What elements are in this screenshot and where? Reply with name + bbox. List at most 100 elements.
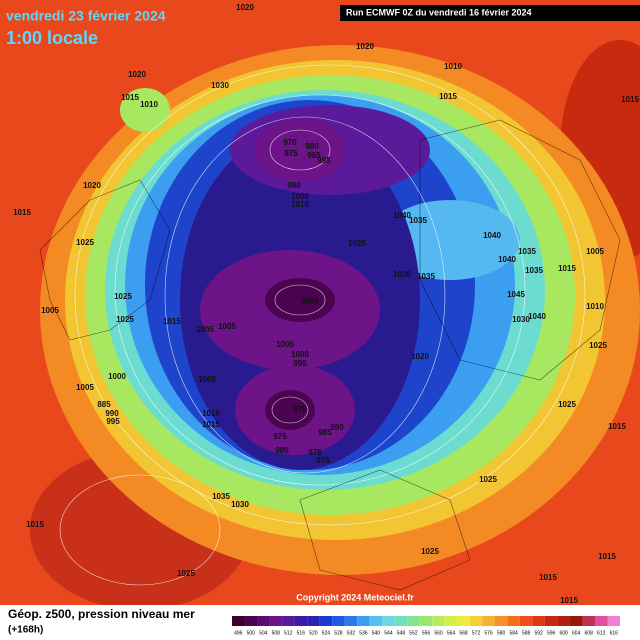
isobar-label: 1005 (76, 383, 94, 392)
isobar-label: 1010 (202, 409, 220, 418)
scale-swatch (357, 616, 370, 626)
scale-swatch (344, 616, 358, 626)
isobar-label: 1015 (560, 596, 578, 605)
isobar-label: 975 (273, 432, 287, 441)
scale-swatch (369, 616, 383, 626)
isobar-label: 1015 (439, 92, 457, 101)
scale-label: 592 (534, 630, 543, 636)
scale-label: 616 (610, 630, 619, 636)
run-box (340, 5, 640, 21)
isobar-label: 1030 (231, 500, 249, 509)
isobar-label: 1040 (393, 211, 411, 220)
scale-swatch (419, 616, 433, 626)
isobar-label: 1040 (528, 312, 546, 321)
isobar-label: 1030 (211, 81, 229, 90)
isobar-label: 1025 (116, 315, 134, 324)
isobar-label: 1010 (291, 200, 309, 209)
isobar-label: 1020 (356, 42, 374, 51)
isobar-label: 1015 (121, 93, 139, 102)
scale-swatch (482, 616, 495, 626)
isobar-label: 1040 (483, 231, 501, 240)
scale-swatch (394, 616, 408, 626)
coastlines (39, 119, 621, 591)
isobar-label: 990 (330, 423, 344, 432)
isobar-label: 1015 (621, 95, 639, 104)
scale-label: 572 (472, 630, 481, 636)
isobar-label: 975 (316, 456, 330, 465)
scale-swatch (494, 616, 508, 626)
scale-swatch (457, 616, 470, 626)
scale-label: 596 (547, 630, 556, 636)
scale-label: 544 (384, 630, 393, 636)
isobar-label: 1035 (518, 247, 536, 256)
isobar-label: 1015 (163, 317, 181, 326)
scale-swatch (294, 616, 308, 626)
scale-swatch (307, 616, 320, 626)
scale-swatch (569, 616, 583, 626)
isobar-label: 985 (307, 151, 321, 160)
scale-swatch (382, 616, 395, 626)
scale-label: 604 (572, 630, 581, 636)
isobar-label: 1025 (348, 239, 366, 248)
isobar-label: 970 (293, 405, 307, 414)
isobar-label: 1025 (589, 341, 607, 350)
scale-label: 608 (585, 630, 594, 636)
isobar-label: 1005 (196, 325, 214, 334)
isobar-label: 1005 (198, 375, 216, 384)
isobar-label: 970 (283, 138, 297, 147)
isobar-label: 1025 (421, 547, 439, 556)
scale-label: 612 (597, 630, 606, 636)
scale-swatch (557, 616, 570, 626)
isobar-label: 995 (317, 156, 331, 165)
isobar-label: 1025 (479, 475, 497, 484)
isobar-label: 1015 (202, 420, 220, 429)
contours (59, 64, 586, 586)
scale-label: 548 (397, 630, 406, 636)
isobar-label: 1015 (13, 208, 31, 217)
scale-label: 576 (484, 630, 493, 636)
scale-label: 600 (560, 630, 569, 636)
footer-title: Géop. z500, pression niveau mer (8, 607, 195, 621)
scale-label: 556 (422, 630, 431, 636)
isobar-label: 1025 (177, 569, 195, 578)
isobar-label: 1010 (140, 100, 158, 109)
lead-time: (+168h) (8, 625, 43, 636)
scale-swatch (607, 616, 620, 626)
isobar-label: 1015 (598, 552, 616, 561)
scale-swatch (269, 616, 283, 626)
isobar-label: 1015 (26, 520, 44, 529)
scale-swatch (582, 616, 595, 626)
scale-swatch (432, 616, 445, 626)
scale-swatch (519, 616, 533, 626)
copyright: Copyright 2024 Meteociel.fr (296, 592, 414, 602)
scale-label: 516 (297, 630, 306, 636)
isobar-label: 975 (308, 448, 322, 457)
isobar-label: 1020 (411, 352, 429, 361)
scale-swatch (232, 616, 245, 626)
isobar-label: 1030 (393, 270, 411, 279)
scale-swatch (544, 616, 558, 626)
isobar-label: 995 (293, 359, 307, 368)
isobar-label: 9950 (301, 297, 319, 306)
isobar-label: 1025 (558, 400, 576, 409)
scale-label: 532 (347, 630, 356, 636)
scale-label: 496 (234, 630, 243, 636)
isobar-label: 1010 (444, 62, 462, 71)
scale-label: 540 (372, 630, 381, 636)
isobar-label: 975 (284, 149, 298, 158)
isobar-label: 995 (106, 417, 120, 426)
scale-label: 524 (322, 630, 331, 636)
scale-label: 508 (272, 630, 281, 636)
scale-label: 564 (447, 630, 456, 636)
scale-label: 568 (459, 630, 468, 636)
isobar-label: 1035 (409, 216, 427, 225)
isobar-label: 1015 (608, 422, 626, 431)
isobar-label: 1035 (525, 266, 543, 275)
scale-swatch (507, 616, 520, 626)
isobar-label: 1000 (108, 372, 126, 381)
scale-label: 584 (509, 630, 518, 636)
scale-label: 536 (359, 630, 368, 636)
scale-swatch (257, 616, 270, 626)
